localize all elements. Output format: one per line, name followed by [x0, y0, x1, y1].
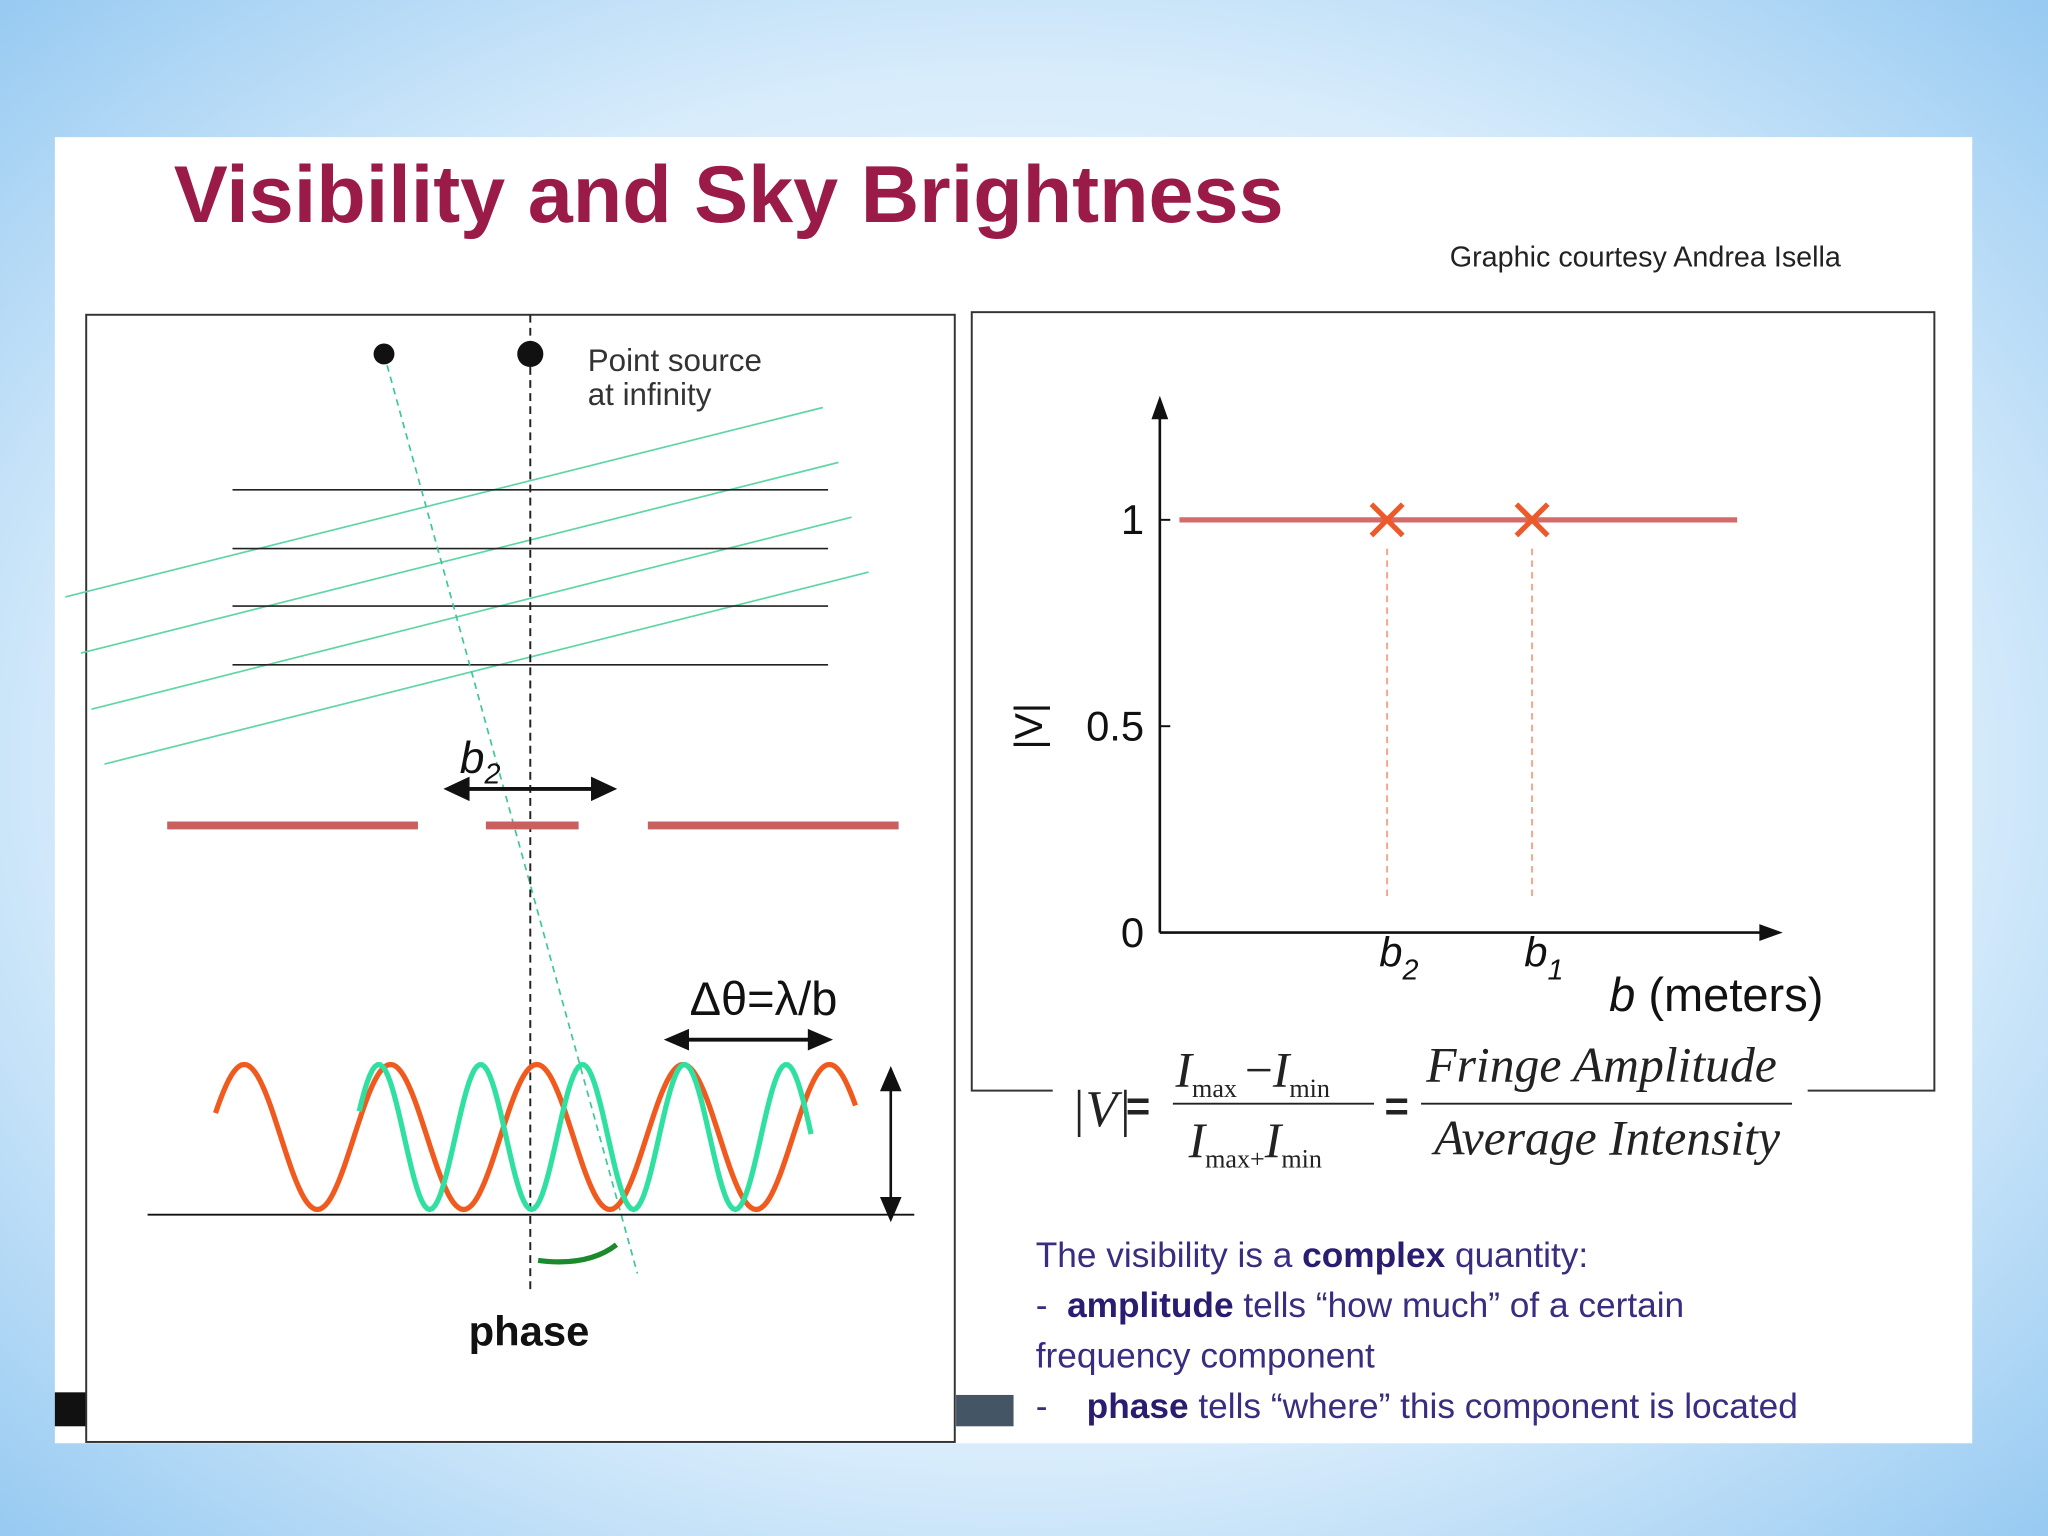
- panel: [85, 313, 956, 1443]
- sub: max: [1192, 1074, 1237, 1103]
- x-axis-label: b (meters): [1609, 968, 1823, 1021]
- label-sub: 2: [483, 759, 500, 791]
- symbol: I: [1175, 1043, 1195, 1098]
- label: phase: [469, 1307, 590, 1354]
- note-text: -: [1036, 1286, 1067, 1325]
- label-sub: 1: [1547, 955, 1563, 987]
- notes: The visibility is a complex quantity: - a…: [1036, 1236, 1798, 1426]
- phase-shift: [537, 1242, 619, 1265]
- marker-stroke: [1369, 502, 1405, 538]
- y-tick-label: 0: [1121, 909, 1144, 956]
- note-text: quantity:: [1445, 1236, 1588, 1275]
- source: [373, 343, 395, 365]
- label-sub: 2: [1402, 955, 1419, 987]
- formula: |V| = Imax −Imin Imax+Imin = Fringe Ampli…: [1052, 1037, 1808, 1174]
- note-emphasis: amplitude: [1067, 1286, 1233, 1325]
- note-text: -: [1036, 1387, 1087, 1426]
- symbol: I: [1188, 1113, 1208, 1168]
- arrow: [443, 776, 618, 802]
- op: +: [1250, 1145, 1265, 1174]
- note-text: tells “how much” of a certain: [1234, 1286, 1685, 1325]
- note-line: - phase tells “where” this component is …: [1036, 1387, 1798, 1426]
- note-line: frequency component: [1036, 1337, 1375, 1376]
- note-text: tells “where” this component is located: [1189, 1387, 1798, 1426]
- artifact: [956, 1394, 1014, 1427]
- formula-backdrop: [1052, 1044, 1808, 1124]
- x-axis-var: b: [1609, 968, 1635, 1021]
- arrow: [663, 1028, 902, 1223]
- note-emphasis: phase: [1087, 1387, 1189, 1426]
- symbol: I: [1264, 1113, 1284, 1168]
- label: b: [460, 734, 485, 783]
- note-emphasis: complex: [1302, 1236, 1445, 1275]
- fringe: [356, 1062, 814, 1213]
- marker: [1514, 502, 1550, 538]
- label: at infinity: [588, 377, 712, 412]
- sub: max: [1205, 1145, 1250, 1174]
- y-axis-label: |V|: [1008, 703, 1051, 749]
- formula-equals: =: [1126, 1083, 1150, 1130]
- marker: [1369, 502, 1405, 538]
- x-tick-label: b1: [1524, 929, 1563, 987]
- y-tick-label: 1: [1121, 496, 1144, 543]
- note-line: - amplitude tells “how much” of a certai…: [1036, 1286, 1684, 1325]
- y-tick-label: 0.5: [1086, 703, 1144, 750]
- axes: [1151, 395, 1783, 941]
- ray: [383, 353, 639, 1274]
- formula-ratio-numerator: Fringe Amplitude: [1425, 1037, 1777, 1092]
- x-axis-unit: (meters): [1648, 968, 1823, 1021]
- artifact: [54, 1392, 89, 1427]
- label: Point source: [588, 343, 762, 378]
- marker-stroke: [1514, 502, 1550, 538]
- sub: min: [1289, 1074, 1330, 1103]
- x-tick-label: b2: [1379, 929, 1418, 987]
- panel: [970, 311, 1936, 1092]
- source: [517, 340, 544, 368]
- label: Δθ=λ/b: [690, 972, 838, 1025]
- formula-denominator: Imax+Imin: [1188, 1113, 1322, 1173]
- label: b2: [460, 734, 501, 790]
- note-text: frequency component: [1036, 1337, 1375, 1376]
- note-text: The visibility is a: [1036, 1236, 1302, 1275]
- left-diagram: Point source at infinity b2 Δθ=λ/b phase: [65, 313, 956, 1443]
- credit: Graphic courtesy Andrea Isella: [1450, 241, 1841, 273]
- sub: min: [1281, 1145, 1322, 1174]
- formula-equals: =: [1384, 1083, 1408, 1130]
- note-line: The visibility is a complex quantity:: [1036, 1236, 1588, 1275]
- formula-ratio-denominator: Average Intensity: [1431, 1111, 1781, 1166]
- op: −: [1245, 1043, 1273, 1098]
- formula-lhs: |V|: [1071, 1080, 1132, 1138]
- label: b: [1524, 929, 1547, 976]
- title: Visibility and Sky Brightness: [174, 150, 1284, 240]
- formula-numerator: Imax −Imin: [1175, 1043, 1330, 1103]
- label: b: [1379, 929, 1402, 976]
- fringe: [213, 1061, 858, 1213]
- symbol: I: [1272, 1043, 1292, 1098]
